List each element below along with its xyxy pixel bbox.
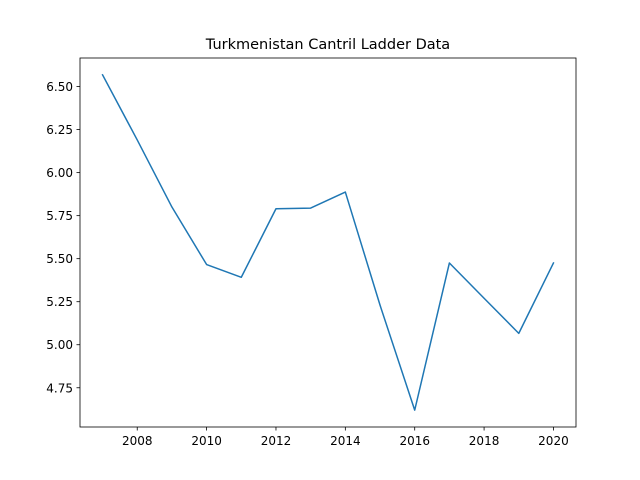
y-tick-label: 4.75: [46, 381, 73, 395]
y-axis-ticks: 4.75 5.00 5.25 5.50 5.75 6.00 6.25 6.50: [46, 80, 80, 395]
series-line: [101, 73, 555, 411]
y-tick-label: 5.00: [46, 338, 73, 352]
x-tick-label: 2010: [191, 434, 222, 448]
chart-title: Turkmenistan Cantril Ladder Data: [205, 37, 450, 53]
y-tick-label: 6.00: [46, 166, 73, 180]
x-axis-ticks: 2008 2010 2012 2014 2016 2018 2020: [122, 427, 569, 448]
y-tick-label: 6.25: [46, 123, 73, 137]
y-tick-label: 5.75: [46, 209, 73, 223]
x-tick-label: 2016: [399, 434, 430, 448]
x-tick-label: 2020: [538, 434, 569, 448]
y-tick-label: 6.50: [46, 80, 73, 94]
plot-frame: [79, 57, 577, 428]
y-tick-label: 5.50: [46, 252, 73, 266]
y-tick-label: 5.25: [46, 295, 73, 309]
x-tick-label: 2014: [330, 434, 361, 448]
plot-area: [80, 58, 576, 427]
x-tick-label: 2012: [261, 434, 292, 448]
x-tick-label: 2018: [469, 434, 500, 448]
x-tick-label: 2008: [122, 434, 153, 448]
